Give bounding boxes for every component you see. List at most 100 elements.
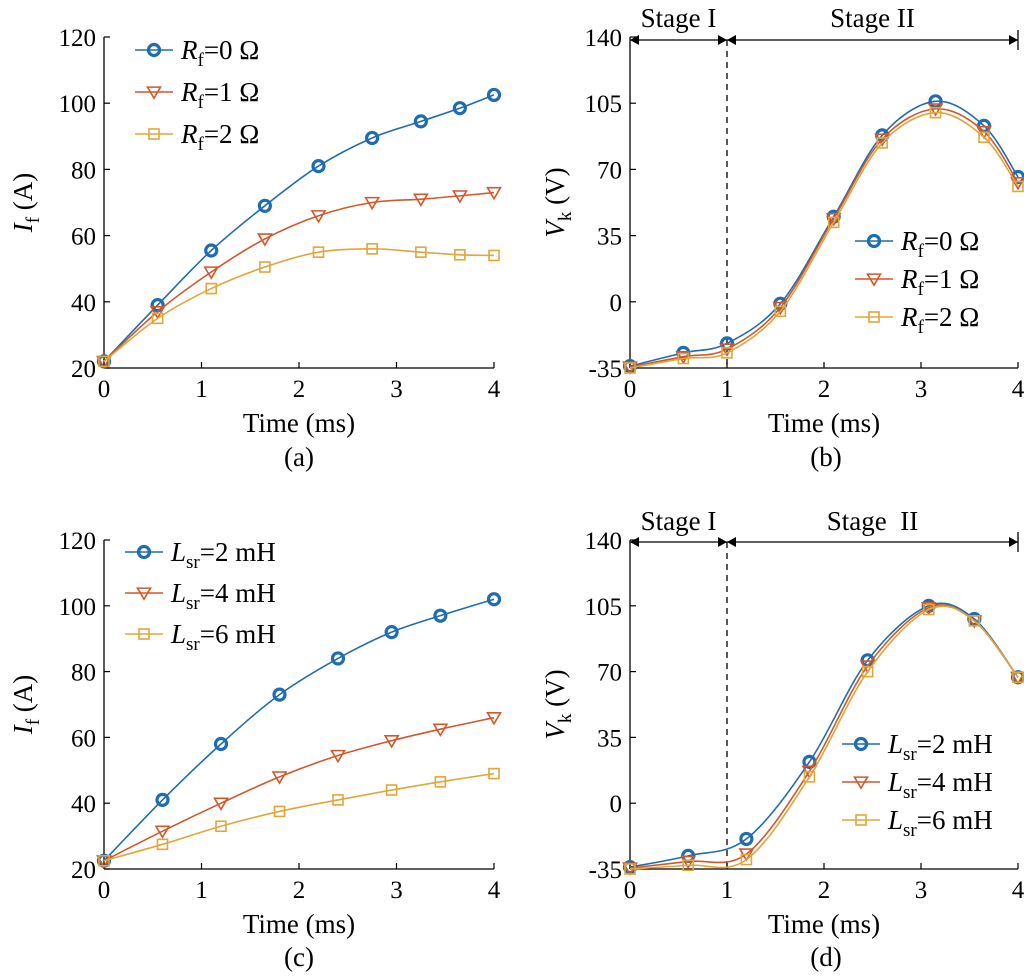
x-tick-label: 2 bbox=[293, 376, 306, 403]
panel-label: (d) bbox=[810, 942, 841, 972]
series-line bbox=[103, 598, 495, 862]
data-point bbox=[204, 243, 219, 258]
legend-marker bbox=[146, 42, 162, 58]
legend-label: Lsr=6 mH bbox=[170, 619, 276, 655]
data-point bbox=[680, 855, 697, 870]
data-point bbox=[434, 776, 447, 788]
data-point bbox=[488, 249, 500, 262]
stage1-arrow-head-left bbox=[630, 537, 639, 547]
stage2-arrow-head-right bbox=[1009, 537, 1018, 547]
data-point bbox=[330, 651, 346, 666]
panel-label: (b) bbox=[810, 442, 841, 472]
data-point bbox=[774, 305, 787, 318]
data-point bbox=[739, 831, 754, 847]
data-point bbox=[213, 797, 229, 811]
y-axis-label: Vk (V) bbox=[540, 167, 576, 237]
legend-label: Lsr=2 mH bbox=[170, 537, 276, 573]
data-point bbox=[486, 87, 502, 103]
y-tick-label: 105 bbox=[585, 594, 623, 621]
y-tick-label: 70 bbox=[597, 157, 622, 184]
data-point bbox=[968, 615, 981, 627]
data-point bbox=[271, 771, 288, 785]
data-point bbox=[412, 193, 429, 207]
x-tick-label: 4 bbox=[1012, 877, 1024, 904]
y-tick-label: 40 bbox=[71, 791, 96, 818]
data-point bbox=[452, 101, 467, 116]
x-axis-label: Time (ms) bbox=[768, 909, 880, 939]
data-point bbox=[682, 859, 695, 872]
stage2-arrow-head-left bbox=[727, 35, 736, 45]
legend-label: Lsr=6 mH bbox=[887, 805, 993, 841]
x-tick-label: 0 bbox=[98, 877, 111, 904]
series-line bbox=[103, 716, 495, 862]
data-point bbox=[151, 312, 164, 325]
data-point bbox=[876, 137, 889, 149]
y-tick-label: 60 bbox=[71, 725, 96, 752]
data-point bbox=[488, 767, 500, 780]
data-point bbox=[310, 210, 327, 224]
x-tick-label: 1 bbox=[721, 877, 734, 904]
stage1-label: Stage I bbox=[641, 506, 717, 536]
data-point bbox=[150, 298, 165, 313]
data-point bbox=[978, 131, 990, 144]
legend-label: Rf=2 Ω bbox=[900, 302, 979, 338]
legend-marker bbox=[148, 128, 160, 140]
data-point bbox=[675, 350, 692, 365]
y-tick-label: 40 bbox=[71, 290, 96, 317]
data-point bbox=[451, 190, 468, 204]
legend-label: Lsr=4 mH bbox=[170, 578, 276, 614]
y-tick-label: 35 bbox=[597, 725, 622, 752]
panel-label: (a) bbox=[284, 442, 314, 472]
y-tick-label: 70 bbox=[597, 660, 622, 687]
x-tick-label: 0 bbox=[624, 877, 637, 904]
series-2 bbox=[96, 186, 502, 370]
data-point bbox=[1012, 180, 1024, 193]
legend-marker bbox=[853, 736, 869, 752]
data-point bbox=[413, 114, 428, 129]
x-tick-label: 3 bbox=[915, 376, 928, 403]
x-axis-label: Time (ms) bbox=[243, 408, 355, 438]
y-tick-label: 140 bbox=[585, 25, 623, 52]
y-tick-label: 35 bbox=[597, 224, 622, 251]
y-tick-label: 100 bbox=[59, 91, 97, 118]
data-point bbox=[1010, 176, 1024, 191]
data-point bbox=[365, 130, 380, 146]
y-tick-label: 120 bbox=[59, 25, 97, 52]
y-tick-label: 105 bbox=[585, 91, 623, 118]
legend-marker bbox=[868, 311, 880, 323]
legend: Rf=0 Ω Rf=1 Ω Rf=2 Ω bbox=[135, 35, 259, 155]
series-line bbox=[103, 191, 495, 362]
y-tick-label: 0 bbox=[610, 290, 623, 317]
y-tick-label: -35 bbox=[589, 857, 622, 884]
y-tick-label: 120 bbox=[59, 528, 97, 555]
y-tick-label: 60 bbox=[71, 224, 96, 251]
x-tick-label: 3 bbox=[915, 877, 928, 904]
data-point bbox=[155, 792, 170, 808]
data-point bbox=[213, 736, 229, 752]
data-point bbox=[922, 603, 935, 616]
data-point bbox=[433, 608, 448, 623]
x-axis-label: Time (ms) bbox=[768, 408, 880, 438]
data-point bbox=[624, 362, 636, 374]
data-point bbox=[486, 711, 502, 726]
data-point bbox=[330, 749, 346, 764]
y-tick-label: -35 bbox=[589, 356, 622, 383]
series-line bbox=[103, 94, 495, 362]
series-3 bbox=[624, 603, 1024, 875]
data-point bbox=[624, 863, 636, 875]
data-point bbox=[383, 735, 400, 749]
stage2-label: Stage II bbox=[827, 506, 918, 536]
stage1-label: Stage I bbox=[641, 3, 717, 33]
data-point bbox=[803, 771, 816, 783]
legend-marker bbox=[146, 86, 162, 100]
legend-marker bbox=[136, 544, 152, 560]
y-tick-label: 140 bbox=[585, 528, 623, 555]
x-tick-label: 0 bbox=[98, 376, 111, 403]
series-2 bbox=[96, 711, 502, 869]
y-axis-label: If (A) bbox=[8, 675, 44, 736]
data-point bbox=[385, 784, 398, 796]
legend-marker bbox=[855, 814, 867, 826]
y-tick-label: 80 bbox=[71, 157, 96, 184]
